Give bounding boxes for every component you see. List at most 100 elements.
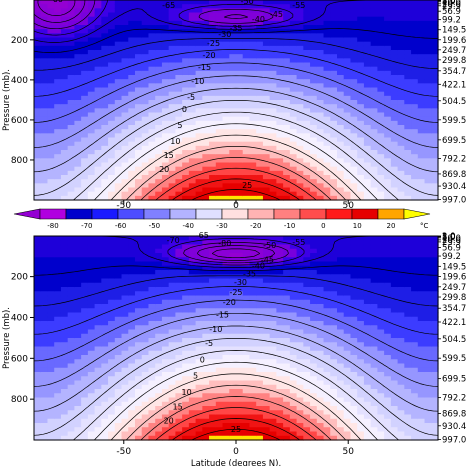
contour-cell [101, 70, 109, 76]
contour-cell [229, 137, 237, 143]
contour-cell [343, 0, 352, 5]
contour-cell [168, 274, 176, 280]
contour-cell [242, 29, 251, 34]
contour-cell [67, 274, 75, 280]
contour-cell [34, 150, 42, 155]
contour-label: 5 [177, 121, 182, 130]
contour-cell [161, 253, 170, 258]
contour-cell [390, 16, 399, 22]
contour-cell [377, 100, 385, 105]
contour-cell [155, 183, 163, 189]
contour-cell [155, 62, 163, 68]
contour-cell [256, 145, 264, 151]
contour-cell [54, 8, 62, 14]
contour-cell [74, 384, 82, 390]
contour-cell [67, 406, 75, 411]
contour-cell [404, 95, 412, 101]
contour-cell [175, 355, 183, 360]
contour-cell [209, 70, 217, 76]
contour-cell [215, 70, 224, 76]
contour-cell [155, 350, 163, 356]
contour-cell [417, 120, 426, 126]
contour-cell [384, 120, 392, 126]
contour-cell [148, 312, 156, 318]
contour-cell [404, 79, 412, 84]
contour-cell [182, 325, 190, 331]
contour-cell [411, 120, 419, 126]
contour-cell [114, 104, 123, 109]
contour-cell [262, 410, 271, 416]
contour-cell [148, 338, 156, 343]
contour-cell [303, 253, 311, 258]
contour-cell [363, 175, 372, 180]
contour-cell [283, 83, 291, 89]
contour-cell [108, 321, 116, 326]
contour-cell [40, 363, 49, 369]
contour-cell [188, 179, 197, 184]
contour-cell [94, 45, 102, 51]
contour-cell [40, 33, 49, 39]
contour-cell [161, 427, 170, 433]
contour-cell [108, 431, 116, 437]
contour-cell [323, 162, 331, 168]
contour-cell [188, 355, 197, 360]
contour-cell [135, 83, 143, 89]
contour-cell [195, 427, 203, 433]
contour-cell [54, 329, 62, 335]
contour-cell [310, 321, 318, 326]
contour-cell [182, 427, 190, 433]
contour-cell [377, 108, 385, 114]
contour-cell [202, 20, 210, 26]
contour-cell [357, 87, 365, 93]
contour-cell [47, 20, 55, 26]
contour-cell [188, 389, 197, 394]
contour-cell [377, 50, 385, 55]
contour-cell [175, 95, 183, 101]
contour-cell [215, 359, 224, 365]
contour-cell [242, 120, 251, 126]
contour-cell [195, 120, 203, 126]
contour-cell [262, 170, 271, 176]
contour-cell [350, 179, 358, 184]
contour-cell [148, 355, 156, 360]
contour-cell [249, 116, 257, 122]
contour-cell [34, 25, 42, 30]
contour-cell [155, 79, 163, 84]
contour-cell [121, 75, 129, 80]
contour-cell [357, 150, 365, 155]
contour-cell [74, 75, 82, 80]
contour-cell [161, 25, 170, 30]
contour-cell [363, 0, 372, 5]
contour-cell [262, 333, 271, 339]
contour-cell [81, 401, 89, 407]
contour-cell [397, 129, 405, 134]
contour-cell [135, 376, 143, 382]
contour-cell [215, 406, 224, 411]
contour-cell [377, 154, 385, 159]
contour-cell [289, 141, 298, 147]
contour-cell [350, 120, 358, 126]
contour-cell [390, 91, 399, 97]
contour-cell [269, 70, 277, 76]
contour-cell [384, 133, 392, 139]
contour-cell [40, 37, 49, 43]
contour-cell [175, 270, 183, 275]
contour-cell [101, 87, 109, 93]
contour-cell [155, 133, 163, 139]
contour-cell [54, 4, 62, 9]
contour-cell [141, 380, 150, 386]
contour-cell [404, 195, 412, 201]
contour-cell [195, 278, 203, 284]
contour-cell [236, 29, 244, 34]
contour-cell [303, 16, 311, 22]
contour-cell [303, 384, 311, 390]
right-tick-label: 792.2 [442, 154, 466, 164]
contour-cell [114, 287, 123, 292]
contour-cell [128, 389, 136, 394]
contour-cell [303, 158, 311, 164]
contour-cell [296, 418, 304, 424]
contour-cell [289, 50, 298, 55]
contour-cell [155, 329, 163, 335]
contour-cell [34, 376, 42, 382]
contour-cell [390, 162, 399, 168]
